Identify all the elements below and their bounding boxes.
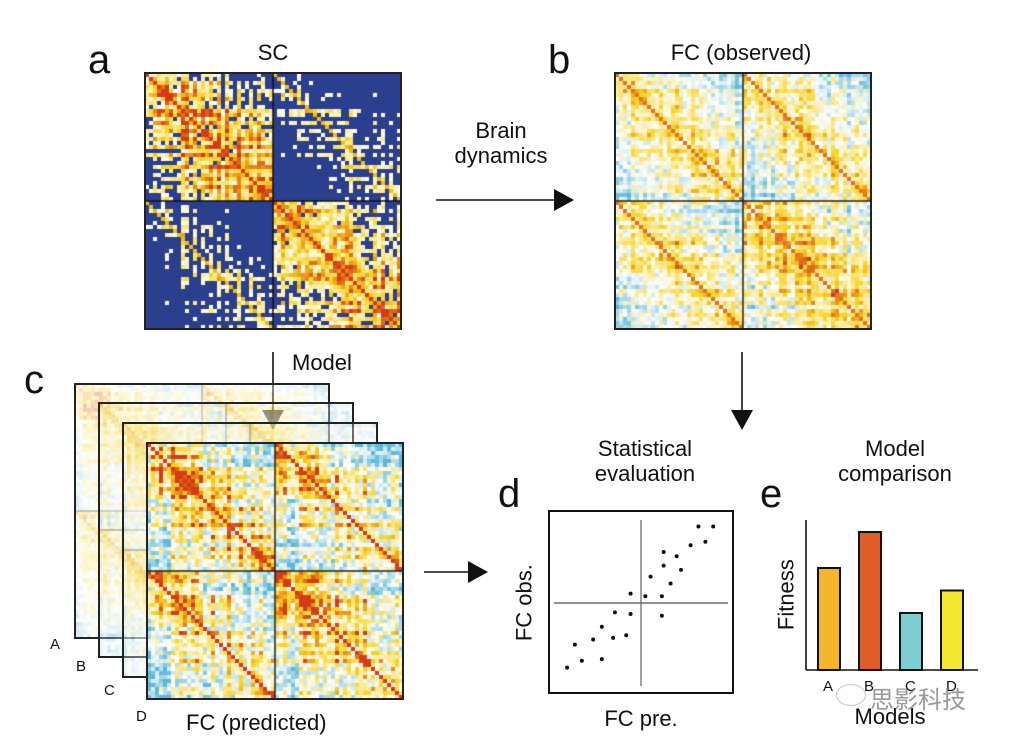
model-label: Model	[292, 350, 352, 375]
bar-tick-label: B	[864, 678, 875, 695]
panel-letter-c: c	[24, 358, 44, 402]
bar-chart	[805, 520, 978, 671]
scatter-point	[565, 665, 570, 670]
bar-d	[940, 589, 964, 671]
bar-b	[858, 531, 882, 671]
scatter-point	[648, 574, 653, 579]
scatter-point	[661, 563, 666, 568]
scatter-point	[659, 613, 664, 618]
sc-matrix	[145, 73, 401, 329]
bar-ylabel: Fitness	[773, 559, 799, 631]
arrow-predicted-to-evaluation	[424, 561, 488, 583]
panel-letter-a: a	[88, 38, 111, 82]
bar-tick-label: D	[946, 678, 957, 695]
stack-label-d: D	[136, 708, 147, 725]
watermark-text: 思影科技	[870, 686, 966, 714]
scatter-point	[628, 591, 633, 596]
scatter-points	[565, 524, 716, 670]
scatter-point	[599, 657, 604, 662]
scatter-point	[703, 539, 708, 544]
bar-xlabel: Models	[854, 704, 926, 729]
scatter-point	[624, 633, 629, 638]
arrow-fc-observed-to-evaluation	[731, 352, 753, 430]
wechat-watermark-icon	[836, 684, 866, 706]
panel-letter-e: e	[760, 472, 783, 516]
scatter-point	[696, 524, 701, 529]
stack-label-a: A	[50, 636, 61, 653]
brain-dynamics-line1: Brain	[475, 118, 527, 143]
bar-a	[817, 567, 841, 671]
fc-observed-matrix	[615, 73, 871, 329]
scatter-point	[688, 543, 693, 548]
sc-matrix-frame	[144, 72, 402, 330]
statistical-evaluation-line2: evaluation	[594, 461, 696, 487]
statistical-evaluation-title: Statistical evaluation	[560, 436, 730, 487]
fc-observed-matrix-frame	[614, 72, 872, 330]
model-comparison-title: Model comparison	[820, 436, 970, 487]
fc-predicted-title: FC (predicted)	[186, 710, 327, 735]
scatter-point	[659, 594, 664, 599]
fc-observed-title: FC (observed)	[670, 40, 812, 65]
scatter-point	[611, 635, 616, 640]
bar-group	[817, 531, 964, 671]
stack-frame-d	[146, 442, 404, 700]
scatter-point	[599, 624, 604, 629]
scatter-point	[628, 612, 633, 617]
scatter-plot	[548, 510, 734, 694]
panel-letter-b: b	[548, 38, 571, 82]
arrow-brain-dynamics	[436, 189, 574, 211]
sc-title: SC	[257, 40, 289, 65]
scatter-point	[643, 594, 648, 599]
scatter-point	[612, 610, 617, 615]
scatter-point	[579, 658, 584, 663]
bar-c	[899, 612, 923, 671]
model-comparison-line1: Model	[865, 436, 925, 461]
fc-predicted-matrix-d	[147, 443, 403, 699]
scatter-ylabel: FC obs.	[511, 564, 537, 642]
scatter-point	[711, 524, 716, 529]
model-comparison-line2: comparison	[838, 461, 952, 487]
scatter-point	[668, 581, 673, 586]
bar-tick-label: A	[823, 678, 834, 695]
stack-label-c: C	[104, 682, 115, 699]
panel-letter-d: d	[498, 472, 521, 516]
bar-tick-label: C	[905, 678, 916, 695]
scatter-point	[679, 567, 684, 572]
statistical-evaluation-line1: Statistical	[597, 436, 693, 461]
scatter-point	[591, 637, 596, 642]
stack-label-b: B	[76, 658, 87, 675]
scatter-xlabel: FC pre.	[604, 706, 678, 731]
scatter-point	[661, 550, 666, 554]
brain-dynamics-label: Brain dynamics	[436, 118, 566, 169]
scatter-point	[572, 642, 577, 647]
brain-dynamics-line2: dynamics	[454, 143, 548, 169]
scatter-point	[674, 554, 679, 559]
